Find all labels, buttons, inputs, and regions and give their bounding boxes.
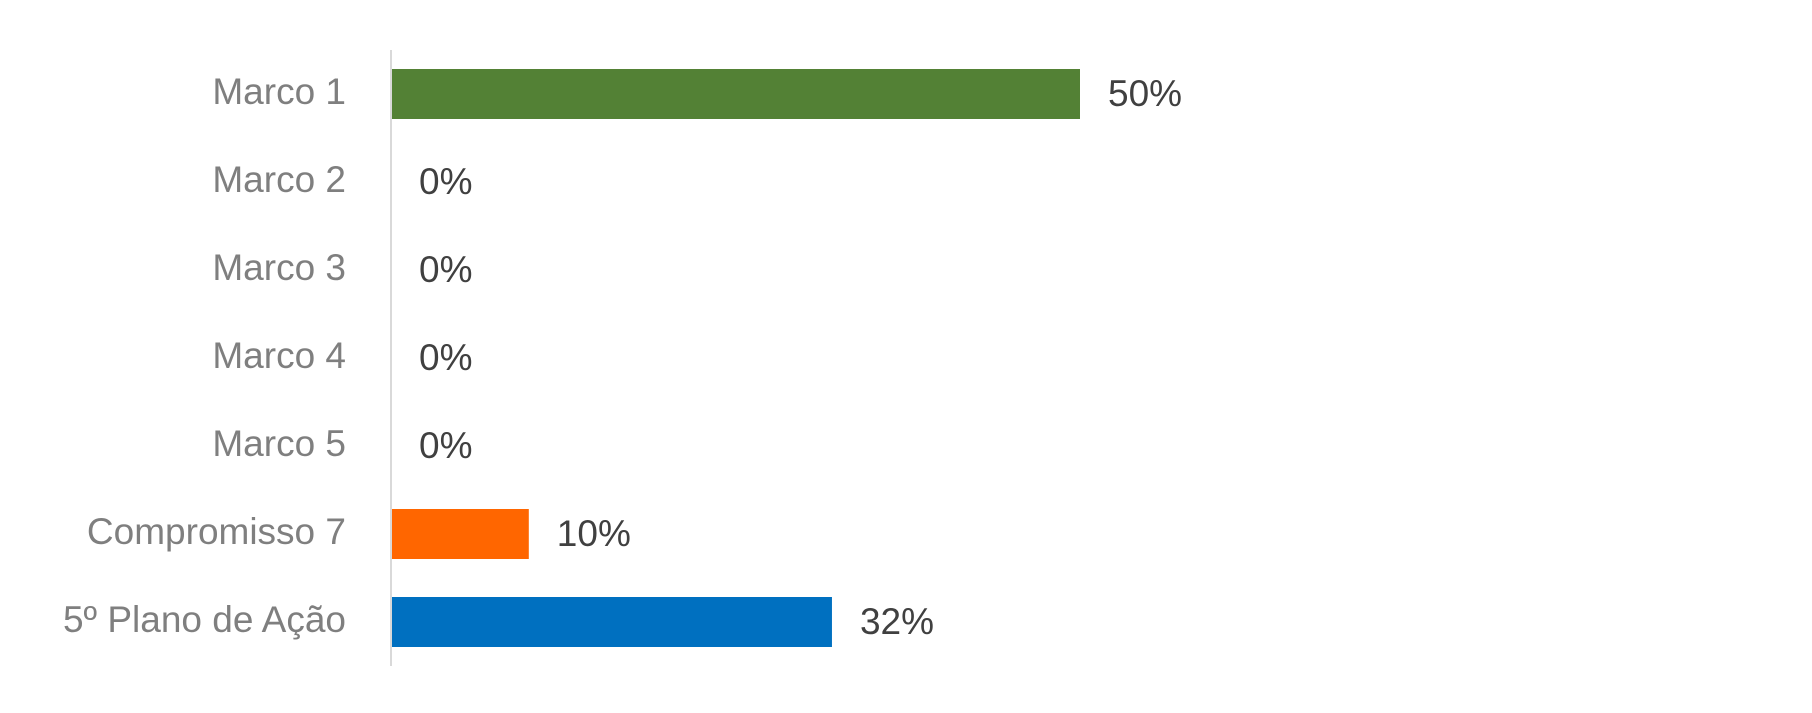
value-label: 0% [419,425,472,466]
value-label: 32% [860,601,934,642]
y-tick-label: Marco 2 [212,159,346,200]
y-tick-label: Compromisso 7 [87,511,346,552]
value-label: 0% [419,161,472,202]
value-label: 50% [1108,73,1182,114]
bar [391,597,832,647]
y-tick-label: Marco 4 [212,335,346,376]
y-tick-label: Marco 3 [212,247,346,288]
value-label: 0% [419,249,472,290]
value-label: 10% [557,513,631,554]
y-tick-label: Marco 1 [212,71,346,112]
value-label: 0% [419,337,472,378]
bar [391,69,1080,119]
bar [391,509,529,559]
y-tick-label: Marco 5 [212,423,346,464]
y-tick-label: 5º Plano de Ação [63,599,346,640]
